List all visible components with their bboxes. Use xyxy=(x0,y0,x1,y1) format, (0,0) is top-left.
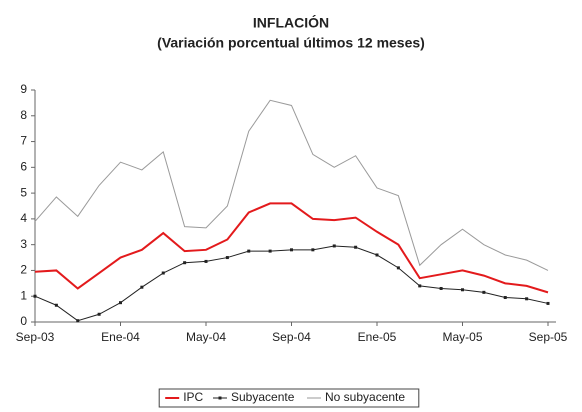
point-marker xyxy=(183,261,187,265)
point-marker xyxy=(204,259,208,263)
chart-title: INFLACIÓN xyxy=(253,14,329,31)
point-marker xyxy=(375,253,379,257)
y-tick-label: 9 xyxy=(20,82,27,96)
series-line xyxy=(34,99,549,271)
y-tick-label: 1 xyxy=(20,288,27,302)
x-tick-label: Sep-04 xyxy=(272,330,311,344)
y-tick-label: 7 xyxy=(20,134,27,148)
point-marker xyxy=(396,266,400,270)
legend-marker xyxy=(218,396,222,400)
y-tick-label: 6 xyxy=(20,160,27,174)
point-marker xyxy=(76,319,80,323)
point-marker xyxy=(311,248,315,252)
point-marker xyxy=(546,301,550,305)
point-marker xyxy=(119,301,122,305)
chart-subtitle: (Variación porcentual últimos 12 meses) xyxy=(157,35,425,51)
legend-label: Subyacente xyxy=(231,390,295,404)
x-tick-label: Ene-04 xyxy=(101,330,140,344)
point-marker xyxy=(418,284,422,288)
x-tick-label: Ene-05 xyxy=(358,330,397,344)
point-marker xyxy=(140,285,144,289)
point-marker xyxy=(97,312,101,316)
point-marker xyxy=(503,296,507,300)
y-tick-label: 5 xyxy=(20,185,27,199)
legend-box xyxy=(158,388,420,408)
point-marker xyxy=(225,256,229,260)
x-tick-label: May-05 xyxy=(442,330,482,344)
x-tick-label: Sep-05 xyxy=(529,330,568,344)
point-marker xyxy=(461,288,464,292)
point-marker xyxy=(332,244,336,248)
series-line xyxy=(34,245,549,322)
y-tick-label: 2 xyxy=(20,263,27,277)
y-tick-label: 3 xyxy=(20,237,27,251)
y-tick-label: 4 xyxy=(20,211,27,225)
point-marker xyxy=(439,286,443,290)
point-marker xyxy=(161,271,165,275)
point-marker xyxy=(33,294,37,298)
x-tick-label: Sep-03 xyxy=(16,330,55,344)
point-marker xyxy=(482,290,486,294)
y-tick-label: 0 xyxy=(20,314,27,328)
point-marker xyxy=(268,249,272,253)
x-tick-label: May-04 xyxy=(186,330,226,344)
point-marker xyxy=(247,249,251,253)
point-marker xyxy=(290,248,293,252)
legend-label: IPC xyxy=(183,390,203,404)
series-line xyxy=(34,202,549,294)
point-marker xyxy=(354,245,358,249)
point-marker xyxy=(525,297,529,301)
y-tick-label: 8 xyxy=(20,108,27,122)
legend-label: No subyacente xyxy=(325,390,405,404)
point-marker xyxy=(54,303,58,307)
